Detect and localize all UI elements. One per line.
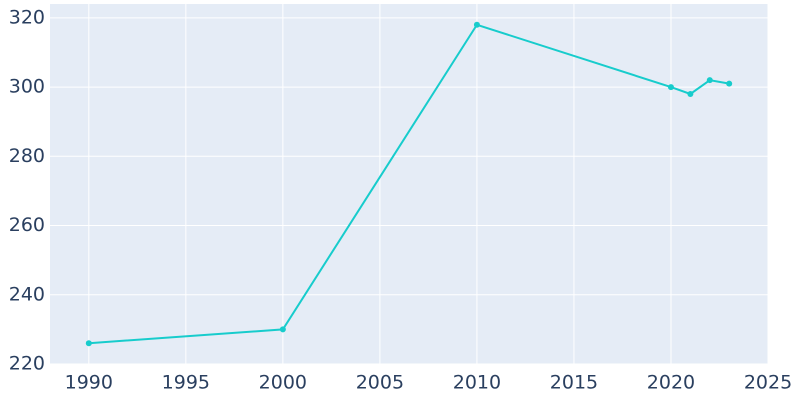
x-tick-label: 2005 (356, 372, 404, 394)
point (726, 80, 733, 87)
y-tick-label: 320 (9, 6, 45, 28)
x-tick-label: 1990 (65, 372, 113, 394)
plot-area (50, 4, 768, 364)
y-tick-label: 280 (9, 145, 45, 167)
x-tick-label: 2020 (647, 372, 695, 394)
point (706, 77, 713, 84)
y-tick-label: 260 (9, 214, 45, 236)
x-tick-label: 2010 (453, 372, 501, 394)
point (687, 91, 694, 97)
x-tick-label: 2015 (550, 372, 598, 394)
y-tick-label: 300 (9, 76, 45, 98)
point (473, 21, 480, 28)
x-tick-label: 2000 (259, 372, 307, 394)
y-tick-label: 220 (9, 353, 45, 375)
point (279, 326, 286, 333)
x-tick-label: 2025 (744, 372, 792, 394)
y-tick-label: 240 (9, 283, 45, 305)
x-tick-label: 1995 (162, 372, 210, 394)
point (85, 340, 92, 347)
point (667, 84, 674, 91)
